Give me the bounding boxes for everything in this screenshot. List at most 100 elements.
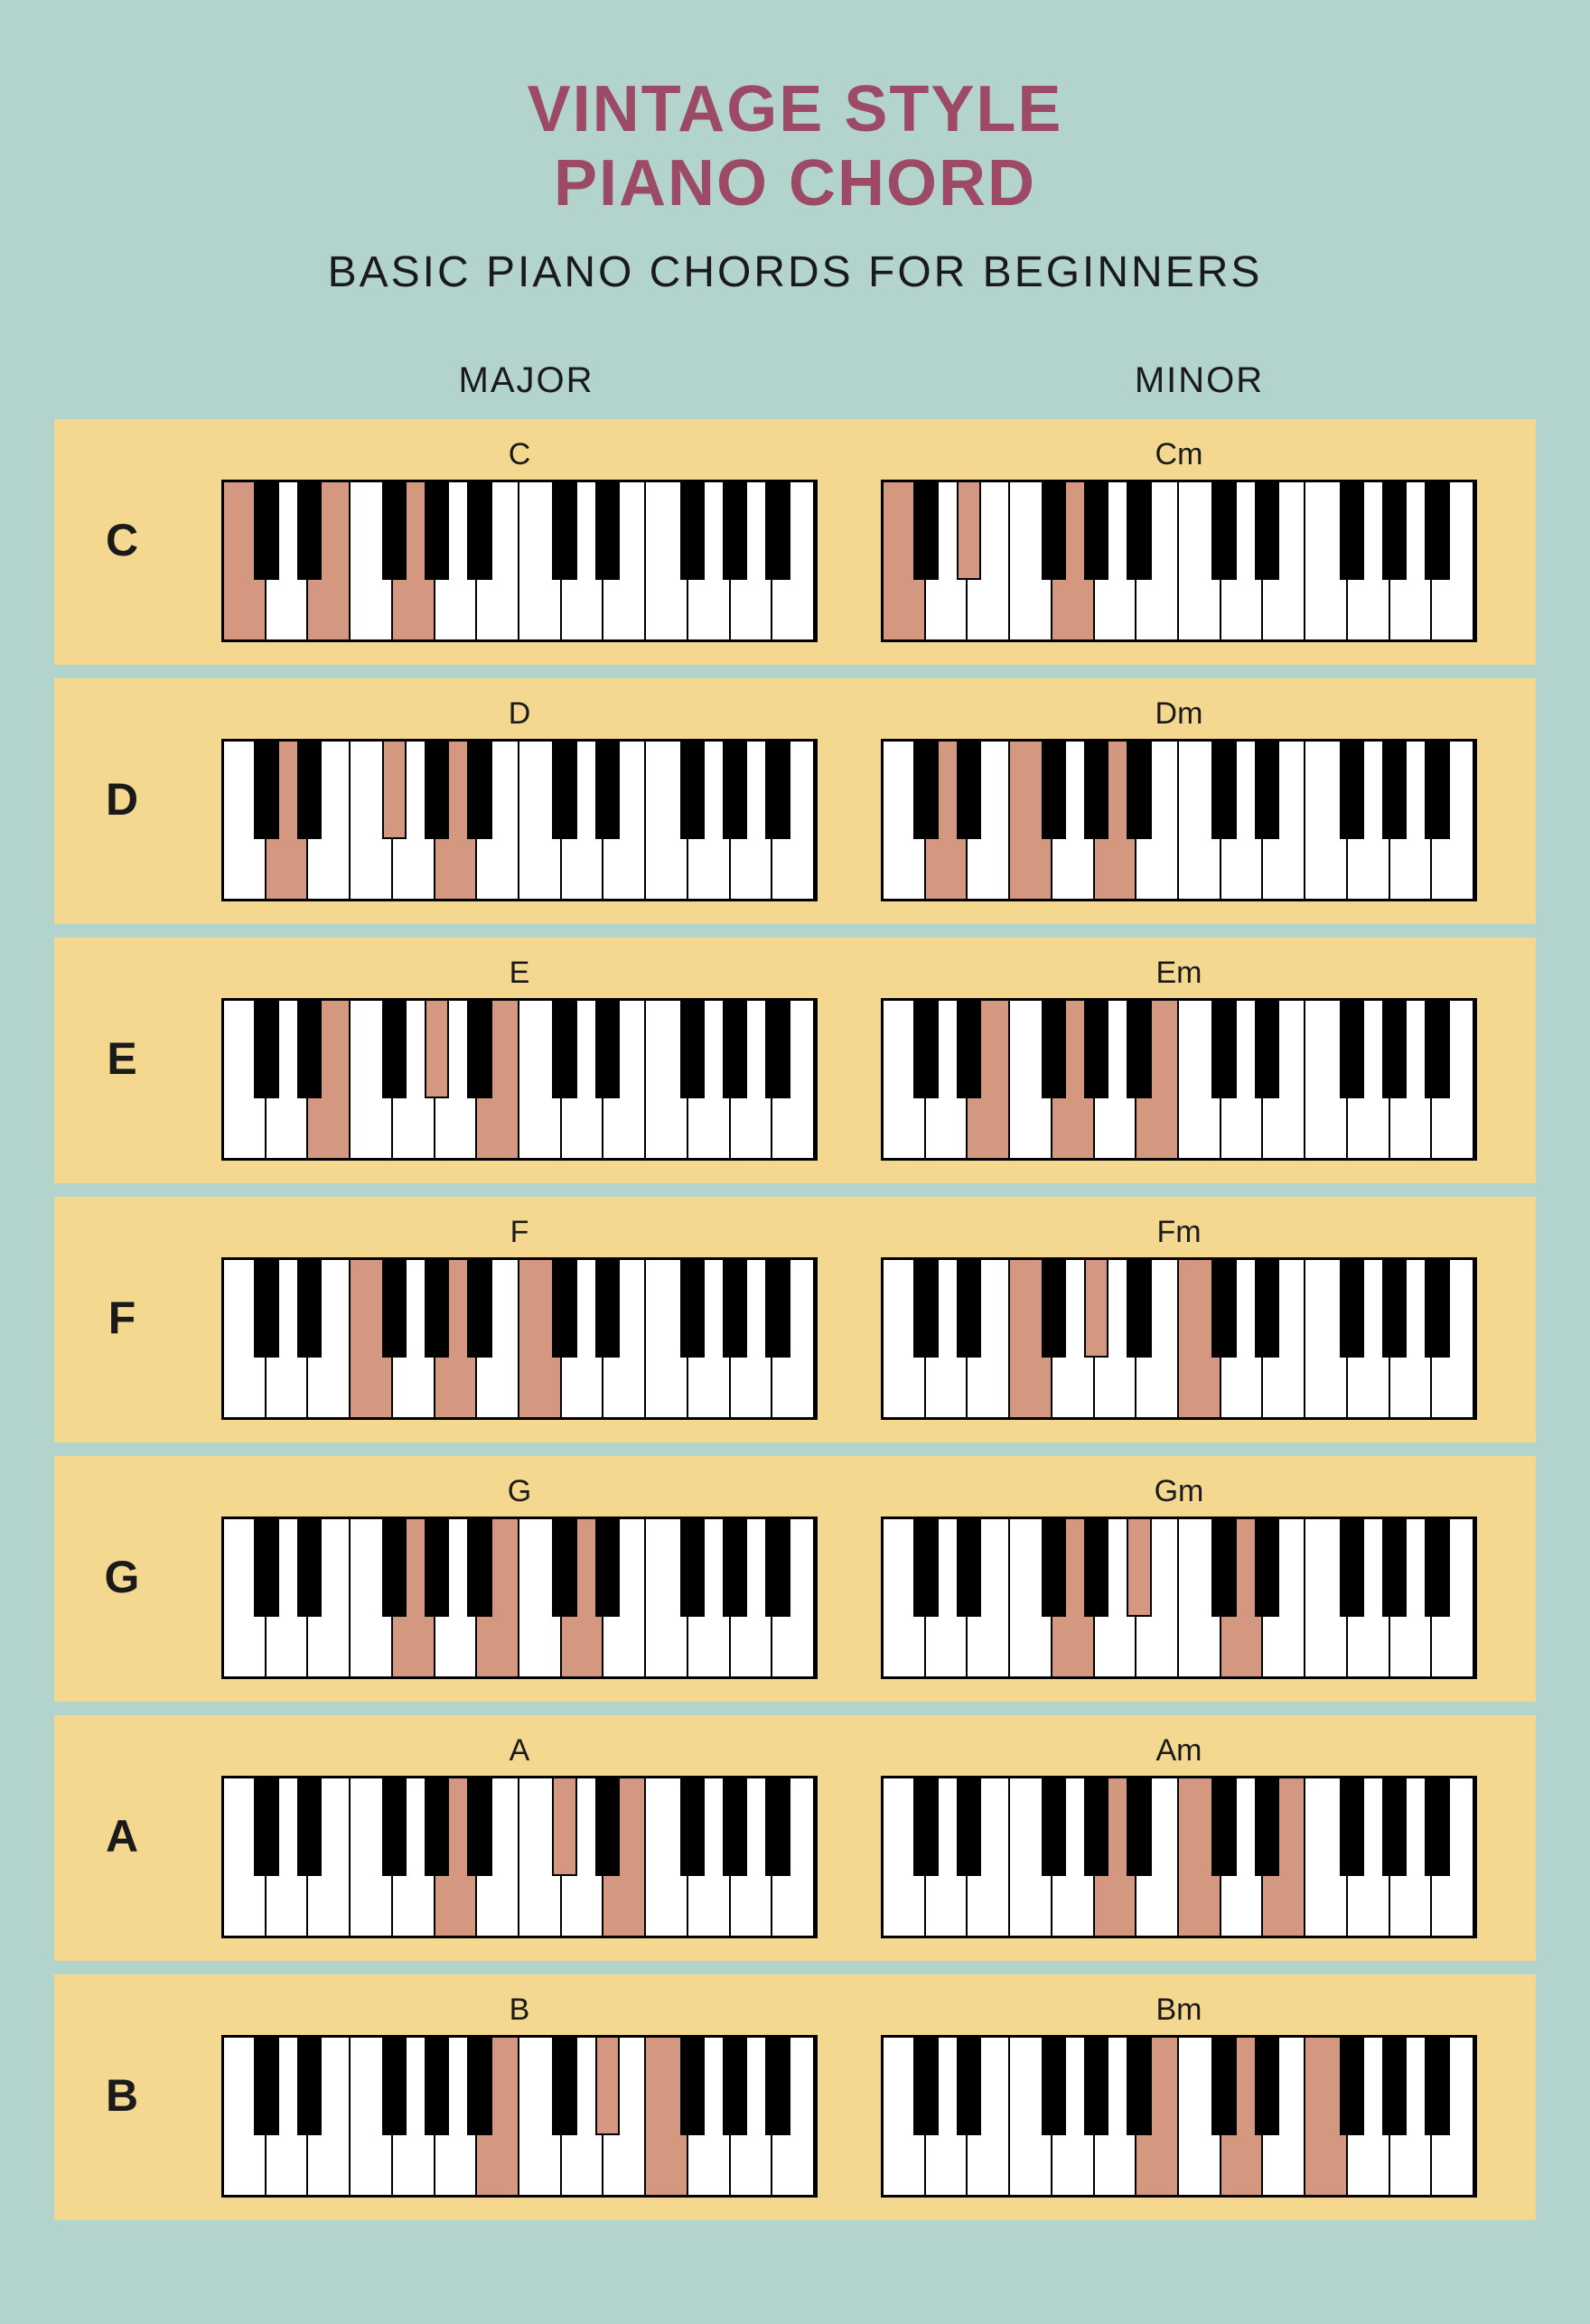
black-key [1211, 1001, 1236, 1098]
black-key [1084, 742, 1108, 839]
chord-label: Cm [1155, 437, 1203, 472]
black-key [467, 742, 491, 839]
black-key [680, 1001, 705, 1098]
black-key [1211, 2038, 1236, 2135]
black-key [913, 482, 938, 580]
black-key [595, 2038, 620, 2135]
black-key [382, 482, 407, 580]
black-key [765, 1519, 790, 1617]
black-key [297, 2038, 322, 2135]
black-key [297, 742, 322, 839]
keyboard [881, 480, 1477, 642]
black-key [297, 1001, 322, 1098]
black-key [723, 1519, 747, 1617]
chord-cell-major: B [190, 1993, 849, 2198]
black-key [1255, 2038, 1279, 2135]
row-label: F [54, 1292, 190, 1344]
row-label: D [54, 773, 190, 826]
chord-label: A [510, 1733, 530, 1769]
row-label: G [54, 1551, 190, 1603]
keyboard [881, 998, 1477, 1161]
black-key [254, 482, 278, 580]
chord-cell-major: C [190, 437, 849, 642]
black-key [913, 2038, 938, 2135]
black-key [913, 1778, 938, 1876]
chord-cell-minor: Gm [849, 1474, 1509, 1679]
chord-row: CCCm [54, 419, 1536, 665]
black-key [957, 1519, 981, 1617]
keyboard [221, 998, 818, 1161]
black-key [765, 482, 790, 580]
black-key [1425, 482, 1449, 580]
black-key [957, 482, 981, 580]
black-key [1211, 482, 1236, 580]
black-key [254, 2038, 278, 2135]
black-key [467, 1778, 491, 1876]
chord-cell-minor: Bm [849, 1993, 1509, 2198]
black-key [1382, 482, 1407, 580]
black-key [1084, 2038, 1108, 2135]
row-label: B [54, 2069, 190, 2122]
keyboard [221, 480, 818, 642]
title-line1: VINTAGE STYLE [54, 72, 1536, 146]
black-key [1340, 742, 1364, 839]
black-key [680, 482, 705, 580]
keyboard [221, 2035, 818, 2198]
keyboard [881, 739, 1477, 901]
black-key [1340, 1001, 1364, 1098]
black-key [723, 1260, 747, 1358]
subtitle: BASIC PIANO CHORDS FOR BEGINNERS [54, 247, 1536, 297]
chord-cell-minor: Dm [849, 696, 1509, 901]
chord-label: G [508, 1474, 531, 1509]
black-key [382, 1260, 407, 1358]
black-key [1382, 1260, 1407, 1358]
black-key [425, 1260, 449, 1358]
black-key [1127, 742, 1151, 839]
black-key [1211, 742, 1236, 839]
chord-label: B [510, 1993, 530, 2028]
black-key [467, 2038, 491, 2135]
chord-cell-minor: Fm [849, 1215, 1509, 1420]
black-key [552, 482, 576, 580]
black-key [957, 1778, 981, 1876]
row-label: E [54, 1032, 190, 1085]
chord-rows-container: CCCmDDDmEEEmFFFmGGGmAAAmBBBm [54, 419, 1536, 2220]
black-key [1382, 1001, 1407, 1098]
black-key [913, 1260, 938, 1358]
black-key [1255, 482, 1279, 580]
black-key [425, 742, 449, 839]
black-key [595, 1260, 620, 1358]
black-key [1084, 1260, 1108, 1358]
black-key [1042, 482, 1066, 580]
keyboard [881, 1257, 1477, 1420]
chord-label: Fm [1156, 1215, 1201, 1250]
black-key [1340, 2038, 1364, 2135]
black-key [765, 1001, 790, 1098]
black-key [552, 742, 576, 839]
row-label: A [54, 1810, 190, 1862]
keyboard [221, 739, 818, 901]
chord-cell-minor: Em [849, 956, 1509, 1161]
chord-row: A A Am [54, 1715, 1536, 1961]
black-key [1340, 482, 1364, 580]
black-key [1042, 1778, 1066, 1876]
keyboard [881, 1517, 1477, 1679]
black-key [297, 1519, 322, 1617]
black-key [1382, 2038, 1407, 2135]
black-key [595, 1778, 620, 1876]
black-key [1084, 1519, 1108, 1617]
black-key [1425, 1519, 1449, 1617]
chord-cell-minor: Cm [849, 437, 1509, 642]
black-key [957, 1260, 981, 1358]
chord-cell-major: E [190, 956, 849, 1161]
keyboard [221, 1776, 818, 1938]
black-key [765, 1778, 790, 1876]
black-key [680, 1519, 705, 1617]
black-key [595, 482, 620, 580]
black-key [680, 1778, 705, 1876]
black-key [1340, 1260, 1364, 1358]
keyboard [221, 1257, 818, 1420]
chord-cell-minor: Am [849, 1733, 1509, 1938]
black-key [723, 1001, 747, 1098]
black-key [382, 1778, 407, 1876]
